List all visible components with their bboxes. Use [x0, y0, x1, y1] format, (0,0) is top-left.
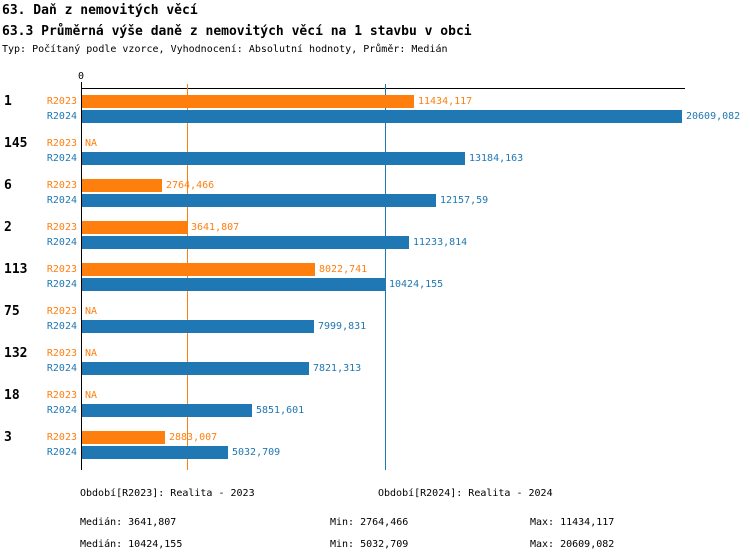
bar-r2024 — [82, 152, 465, 165]
bar-r2024 — [82, 110, 682, 123]
bar-value-label: 5851,601 — [256, 405, 305, 416]
median-line-r2023 — [187, 84, 188, 470]
category-label: 75 — [4, 304, 20, 319]
series-row-label-r2023: R2023 — [46, 348, 77, 359]
bar-r2024 — [82, 236, 409, 249]
series-row-label-r2024: R2024 — [46, 405, 77, 416]
bar-value-label: 2764,466 — [166, 180, 215, 191]
bar-chart: 0 1 R2023 11434,117 R2024 20609,082 145 R2023 N… — [0, 71, 750, 472]
stat-min-r2024: Min: 5032,709 — [330, 539, 409, 550]
series-row-label-r2023: R2023 — [46, 390, 77, 401]
bar-r2024 — [82, 404, 252, 417]
chart-subtitle: 63.3 Průměrná výše daně z nemovitých věc… — [2, 24, 472, 39]
series-row-label-r2024: R2024 — [46, 237, 77, 248]
bar-value-label: 10424,155 — [389, 279, 444, 290]
median-line-r2024 — [385, 84, 386, 470]
category-label: 2 — [4, 220, 12, 235]
series-row-label-r2024: R2024 — [46, 447, 77, 458]
series-row-label-r2023: R2023 — [46, 180, 77, 191]
category-label: 113 — [4, 262, 28, 277]
stat-median-r2023: Medián: 3641,807 — [80, 517, 177, 528]
legend-r2023: Období[R2023]: Realita - 2023 — [80, 488, 255, 499]
bar-value-label: 7999,831 — [318, 321, 367, 332]
bar-r2023 — [82, 431, 165, 444]
series-row-label-r2024: R2024 — [46, 111, 77, 122]
bar-r2023 — [82, 95, 414, 108]
category-label: 132 — [4, 346, 28, 361]
na-label: NA — [85, 390, 98, 401]
series-row-label-r2024: R2024 — [46, 321, 77, 332]
bar-r2023 — [82, 263, 315, 276]
bar-value-label: 12157,59 — [440, 195, 489, 206]
bar-r2024 — [82, 278, 385, 291]
bar-value-label: 13184,163 — [469, 153, 524, 164]
bar-r2023 — [82, 179, 162, 192]
bar-value-label: 8022,741 — [319, 264, 368, 275]
bar-value-label: 20609,082 — [686, 111, 741, 122]
bar-value-label: 5032,709 — [232, 447, 281, 458]
series-row-label-r2023: R2023 — [46, 306, 77, 317]
series-row-label-r2023: R2023 — [46, 222, 77, 233]
category-label: 18 — [4, 388, 20, 403]
bar-r2024 — [82, 446, 228, 459]
bar-r2023 — [82, 221, 187, 234]
series-row-label-r2023: R2023 — [46, 96, 77, 107]
x-axis-line — [81, 88, 685, 89]
chart-meta-line: Typ: Počítaný podle vzorce, Vyhodnocení:… — [2, 44, 448, 55]
category-label: 145 — [4, 136, 28, 151]
series-row-label-r2024: R2024 — [46, 363, 77, 374]
stat-max-r2024: Max: 20609,082 — [530, 539, 615, 550]
page-title: 63. Daň z nemovitých věcí — [2, 3, 198, 18]
stat-max-r2023: Max: 11434,117 — [530, 517, 615, 528]
series-row-label-r2023: R2023 — [46, 138, 77, 149]
series-row-label-r2024: R2024 — [46, 195, 77, 206]
bar-r2024 — [82, 362, 309, 375]
na-label: NA — [85, 138, 98, 149]
y-axis-line — [81, 82, 82, 470]
stat-min-r2023: Min: 2764,466 — [330, 517, 409, 528]
category-label: 3 — [4, 430, 12, 445]
na-label: NA — [85, 306, 98, 317]
series-row-label-r2023: R2023 — [46, 432, 77, 443]
series-row-label-r2023: R2023 — [46, 264, 77, 275]
bar-r2024 — [82, 194, 436, 207]
category-label: 1 — [4, 94, 12, 109]
category-label: 6 — [4, 178, 12, 193]
series-row-label-r2024: R2024 — [46, 279, 77, 290]
series-row-label-r2024: R2024 — [46, 153, 77, 164]
axis-origin-label: 0 — [77, 71, 85, 82]
bar-value-label: 7821,313 — [313, 363, 362, 374]
bar-r2024 — [82, 320, 314, 333]
bar-value-label: 3641,807 — [191, 222, 240, 233]
bar-value-label: 11434,117 — [418, 96, 473, 107]
bar-value-label: 11233,814 — [413, 237, 468, 248]
stat-median-r2024: Medián: 10424,155 — [80, 539, 183, 550]
bar-value-label: 2883,007 — [169, 432, 218, 443]
legend-r2024: Období[R2024]: Realita - 2024 — [378, 488, 553, 499]
na-label: NA — [85, 348, 98, 359]
